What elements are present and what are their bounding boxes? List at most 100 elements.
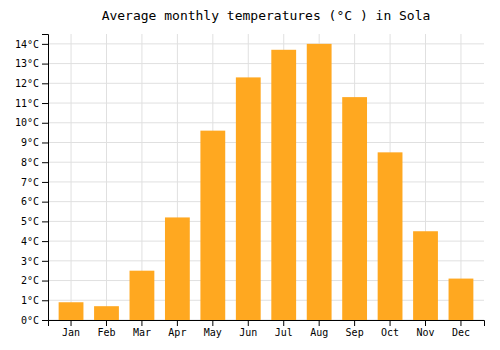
tick-label: Mar — [133, 327, 151, 338]
plot: 0°C1°C2°C3°C4°C5°C6°C7°C8°C9°C10°C11°C12… — [15, 34, 485, 338]
tick-mark — [283, 320, 284, 326]
tick-label: Oct — [381, 327, 399, 338]
tick-mark — [212, 320, 213, 326]
tick: Jul — [275, 320, 293, 338]
tick: 14°C — [15, 39, 48, 50]
grid-line — [48, 43, 484, 44]
tick: 9°C — [21, 137, 48, 148]
tick-mark — [42, 320, 48, 321]
tick: 8°C — [21, 157, 48, 168]
axis-line — [49, 321, 485, 327]
tick-label: 5°C — [21, 216, 39, 227]
tick-mark — [390, 320, 391, 326]
bar — [236, 77, 261, 320]
tick-label: Jan — [62, 327, 80, 338]
tick-mark — [460, 320, 461, 326]
tick-mark — [42, 261, 48, 262]
bar — [59, 302, 84, 320]
tick-label: 0°C — [21, 315, 39, 326]
tick: 11°C — [15, 98, 48, 109]
tick: Feb — [97, 320, 115, 338]
tick: May — [204, 320, 222, 338]
tick: 2°C — [21, 275, 48, 286]
tick: 13°C — [15, 58, 48, 69]
tick-label: May — [204, 327, 222, 338]
tick-mark — [42, 221, 48, 222]
tick: 0°C — [21, 315, 48, 326]
tick-mark — [248, 320, 249, 326]
tick: Jun — [239, 320, 257, 338]
bar — [342, 97, 367, 320]
tick: Oct — [381, 320, 399, 338]
tick-label: 12°C — [15, 78, 39, 89]
tick-mark — [42, 300, 48, 301]
grid-line — [48, 201, 484, 202]
grid-line — [460, 34, 461, 320]
bar — [94, 306, 119, 320]
grid-line — [48, 221, 484, 222]
tick-mark — [425, 320, 426, 326]
grid-line — [48, 122, 484, 123]
tick-mark — [42, 123, 48, 124]
tick: Aug — [310, 320, 328, 338]
tick-mark — [42, 182, 48, 183]
bar — [307, 44, 332, 320]
chart: 0°C1°C2°C3°C4°C5°C6°C7°C8°C9°C10°C11°C12… — [0, 0, 500, 350]
tick-mark — [319, 320, 320, 326]
tick-mark — [106, 320, 107, 326]
tick: 7°C — [21, 177, 48, 188]
tick-label: Aug — [310, 327, 328, 338]
tick-label: Nov — [416, 327, 434, 338]
tick-mark — [42, 241, 48, 242]
tick-label: 9°C — [21, 137, 39, 148]
tick-label: 3°C — [21, 256, 39, 267]
bar — [130, 271, 155, 320]
tick: 4°C — [21, 236, 48, 247]
tick-mark — [42, 44, 48, 45]
bar — [378, 152, 403, 320]
bar — [449, 279, 474, 320]
tick-label: Sep — [346, 327, 364, 338]
grid-line — [71, 34, 72, 320]
tick-label: 8°C — [21, 157, 39, 168]
tick-mark — [42, 83, 48, 84]
grid-line — [48, 83, 484, 84]
tick-label: 7°C — [21, 177, 39, 188]
tick-label: Dec — [452, 327, 470, 338]
grid — [48, 34, 484, 320]
bar — [165, 217, 190, 320]
tick: 3°C — [21, 256, 48, 267]
bars — [59, 44, 474, 320]
y-axis: 0°C1°C2°C3°C4°C5°C6°C7°C8°C9°C10°C11°C12… — [15, 35, 49, 326]
tick: Sep — [346, 320, 364, 338]
tick-mark — [354, 320, 355, 326]
tick-label: Feb — [97, 327, 115, 338]
tick: Jan — [62, 320, 80, 338]
tick: 5°C — [21, 216, 48, 227]
tick-label: 10°C — [15, 117, 39, 128]
bar — [200, 131, 225, 320]
tick: Apr — [168, 320, 186, 338]
tick-mark — [177, 320, 178, 326]
tick-label: 6°C — [21, 196, 39, 207]
grid-line — [48, 142, 484, 143]
tick-label: 2°C — [21, 275, 39, 286]
grid-line — [48, 181, 484, 182]
tick: 12°C — [15, 78, 48, 89]
grid-line — [48, 103, 484, 104]
tick-mark — [71, 320, 72, 326]
grid-line — [48, 63, 484, 64]
tick-label: Jun — [239, 327, 257, 338]
tick-mark — [42, 281, 48, 282]
grid-line — [48, 162, 484, 163]
tick-label: 4°C — [21, 236, 39, 247]
tick-label: 11°C — [15, 98, 39, 109]
bar — [271, 50, 296, 320]
tick: 10°C — [15, 117, 48, 128]
tick-label: 14°C — [15, 39, 39, 50]
axis-line — [42, 35, 49, 321]
tick: Mar — [133, 320, 151, 338]
tick: 6°C — [21, 196, 48, 207]
tick: Dec — [452, 320, 470, 338]
tick-mark — [42, 142, 48, 143]
